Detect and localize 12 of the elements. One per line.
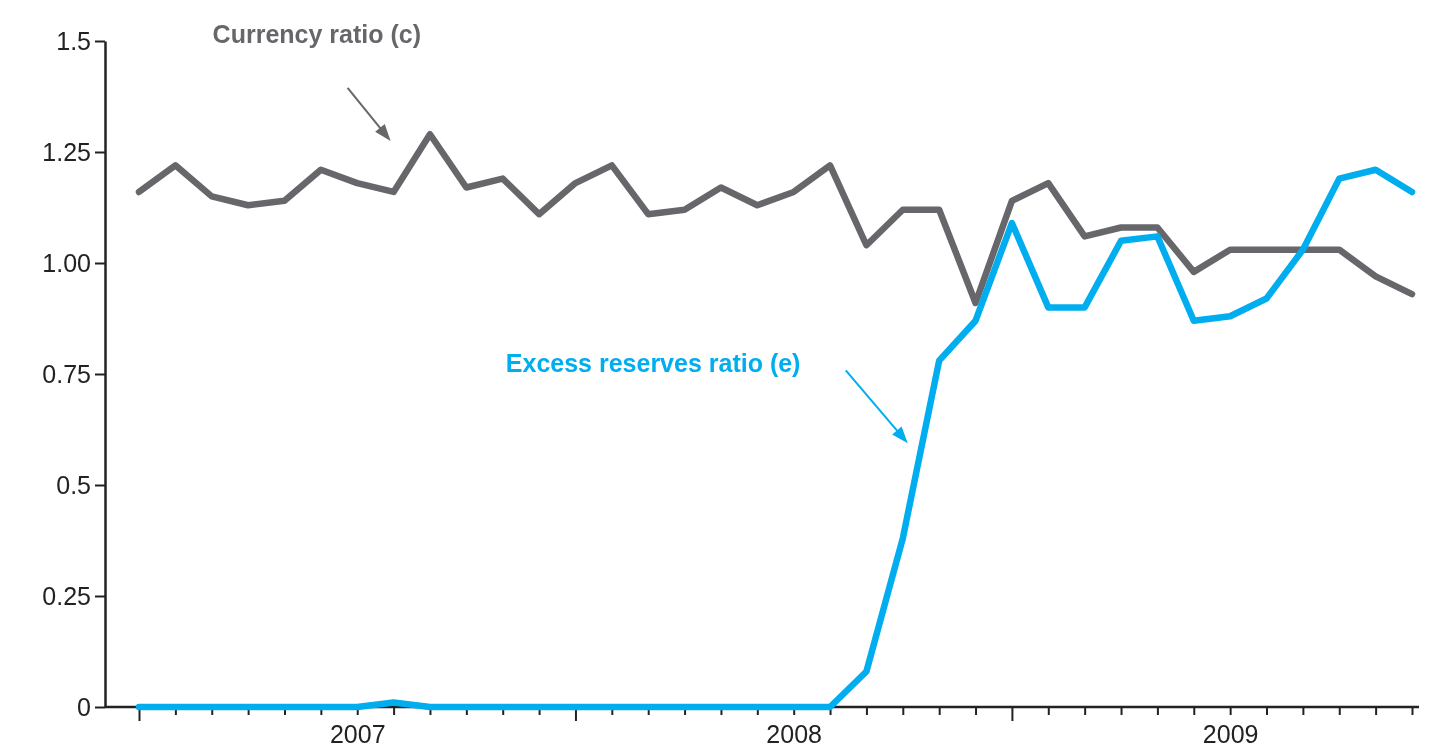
x-tick-label: 2007 bbox=[329, 719, 386, 748]
y-tick-label: 1.5 bbox=[56, 26, 91, 55]
y-tick-label: 0 bbox=[77, 692, 91, 721]
y-tick-label: 1.25 bbox=[42, 137, 91, 166]
y-tick-label: 0.5 bbox=[56, 470, 91, 499]
y-tick-label: 0.25 bbox=[42, 581, 91, 610]
y-tick-label: 1.00 bbox=[42, 248, 91, 277]
x-tick-label: 2009 bbox=[1202, 719, 1259, 748]
x-tick-label: 2008 bbox=[766, 719, 822, 748]
text: Excess reserves ratio (e) bbox=[505, 349, 801, 378]
y-tick-label: 0.75 bbox=[42, 359, 91, 388]
text: Currency ratio (c) bbox=[212, 19, 421, 48]
